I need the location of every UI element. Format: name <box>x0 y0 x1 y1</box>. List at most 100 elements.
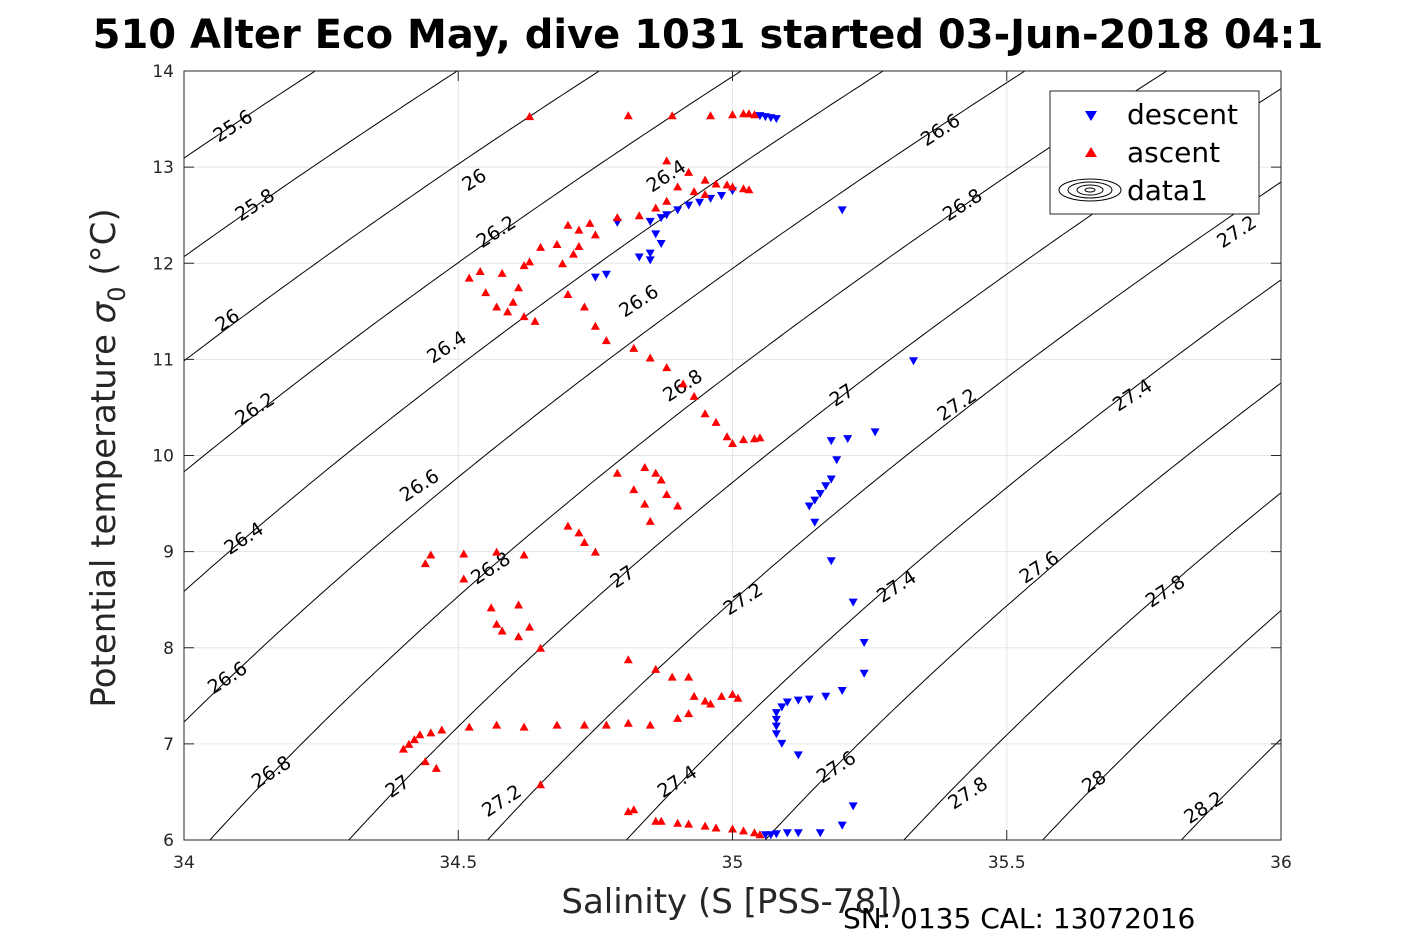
isopycnal-line <box>184 71 600 362</box>
ascent-point <box>684 819 694 828</box>
ascent-point <box>640 463 650 472</box>
ascent-point <box>711 823 721 832</box>
ascent-point <box>574 241 584 250</box>
ascent-point <box>738 435 748 444</box>
ascent-point <box>431 763 441 772</box>
ascent-point <box>678 379 688 388</box>
ascent-point <box>711 179 721 188</box>
ascent-point <box>492 720 502 729</box>
ascent-point <box>519 550 529 559</box>
ascent-point <box>645 720 655 729</box>
y-tick-label: 6 <box>163 831 174 851</box>
ascent-point <box>519 312 529 321</box>
descent-point <box>771 730 781 739</box>
ascent-point <box>717 691 727 700</box>
ascent-point <box>706 111 716 120</box>
y-axis-label-subscript: 0 <box>103 286 131 301</box>
ascent-point <box>640 499 650 508</box>
ascent-point <box>475 266 485 275</box>
ascent-point <box>749 110 759 119</box>
y-axis-label-sigma: σ <box>84 300 124 323</box>
descent-point <box>673 206 683 215</box>
ascent-point <box>662 156 672 165</box>
ascent-point <box>722 432 732 441</box>
ascent-point <box>497 626 507 635</box>
legend-contour-marker <box>1058 178 1122 202</box>
x-tick-label: 34.5 <box>439 853 477 873</box>
ascent-point <box>420 559 430 568</box>
ascent-point <box>415 730 425 739</box>
ascent-point <box>645 353 655 362</box>
ascent-point <box>662 363 672 372</box>
descent-point <box>815 829 825 838</box>
ascent-point <box>645 516 655 525</box>
ascent-point <box>426 550 436 559</box>
ascent-point <box>579 720 589 729</box>
descent-point <box>870 428 880 437</box>
descent-point <box>662 211 672 220</box>
ascent-point <box>579 302 589 311</box>
descent-point <box>777 739 787 748</box>
ascent-point <box>673 501 683 510</box>
ascent-point <box>398 744 408 753</box>
contour-label-background <box>79 532 82 534</box>
ascent-point <box>673 818 683 827</box>
ascent-point <box>464 722 474 731</box>
isopycnal-line <box>1042 609 1281 840</box>
descent-point <box>804 502 814 511</box>
ascent-point <box>755 433 765 442</box>
descent-point <box>810 518 820 527</box>
ascent-point <box>749 828 759 837</box>
ascent-point <box>590 230 600 239</box>
y-axis-label-main: Potential temperature <box>84 323 124 707</box>
descent-point <box>837 206 847 215</box>
ascent-point <box>667 672 677 681</box>
ascent-point <box>700 821 710 830</box>
legend: descent ascent data1 <box>1049 90 1260 215</box>
legend-descent-marker <box>1085 111 1097 121</box>
y-axis-ticks: 6 7 8 9 10 11 12 13 14 <box>152 62 1281 851</box>
ascent-point <box>722 180 732 189</box>
ascent-point <box>629 343 639 352</box>
ascent-point <box>601 336 611 345</box>
ascent-point <box>514 600 524 609</box>
ascent-point <box>525 112 535 121</box>
legend-data1-label: data1 <box>1127 174 1208 207</box>
ascent-point <box>662 196 672 205</box>
ascent-point <box>536 643 546 652</box>
descent-point <box>821 482 831 491</box>
ascent-point <box>755 830 765 839</box>
ascent-point <box>459 549 469 558</box>
ascent-point <box>738 826 748 835</box>
descent-point <box>771 715 781 724</box>
ascent-point <box>728 182 737 191</box>
descent-point <box>859 638 869 647</box>
ascent-point <box>623 111 633 120</box>
serial-calibration-note: SN: 0135 CAL: 13072016 <box>843 902 1195 935</box>
ascent-point <box>503 307 513 316</box>
ascent-point <box>728 689 737 698</box>
ascent-point <box>497 268 507 277</box>
ascent-point <box>700 175 710 184</box>
descent-point <box>656 214 666 223</box>
y-axis-label-unit: (°C) <box>84 208 124 286</box>
descent-point <box>826 437 836 446</box>
ascent-point <box>684 167 694 176</box>
isopycnal-line <box>209 71 1168 840</box>
ascent-point <box>689 187 699 196</box>
y-tick-label: 9 <box>163 543 174 563</box>
ascent-point <box>530 316 540 325</box>
ascent-point <box>519 722 529 731</box>
ascent-point <box>514 632 524 641</box>
descent-point <box>590 273 600 282</box>
isopycnal-line <box>1181 738 1281 840</box>
ascent-point <box>623 807 633 816</box>
ascent-point <box>744 185 754 194</box>
ascent-point <box>459 574 469 583</box>
descent-point <box>793 829 803 838</box>
descent-point <box>782 698 792 707</box>
ascent-point <box>651 664 661 673</box>
ascent-point <box>492 619 502 628</box>
descent-point <box>601 270 611 279</box>
ascent-point <box>590 321 600 330</box>
